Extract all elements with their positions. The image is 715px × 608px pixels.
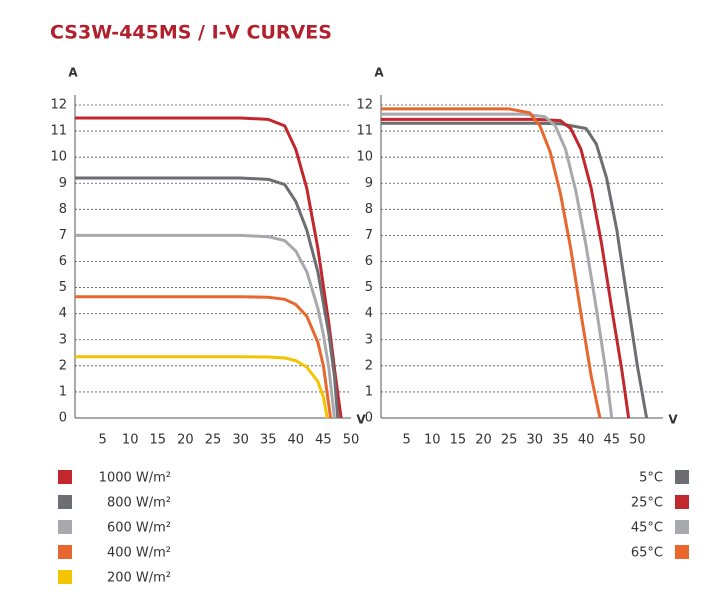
legend-label: 5°C [639,471,663,486]
legend-swatch [58,495,72,509]
legend-swatch [675,470,689,484]
y-tick-label: 7 [365,228,373,243]
iv-curve [381,112,614,419]
legend-label: 200 W/m² [107,571,171,586]
y-tick-label: 2 [365,358,373,373]
x-tick-label: 5 [402,433,410,448]
legend-label: 65°C [631,546,663,561]
y-tick-label: 12 [356,98,373,113]
x-axis-label: V [668,413,678,427]
x-tick-label: 5 [98,433,106,448]
y-tick-label: 1 [59,384,67,399]
iv-curve [381,121,649,419]
y-tick-label: 5 [365,280,373,295]
x-tick-label: 15 [150,433,167,448]
iv-curve [75,176,340,419]
y-tick-label: 5 [59,280,67,295]
x-tick-label: 50 [343,433,360,448]
x-tick-label: 30 [527,433,544,448]
legend-label: 600 W/m² [107,521,171,536]
x-tick-label: 35 [552,433,569,448]
y-tick-label: 4 [59,306,67,321]
y-tick-label: 9 [365,176,373,191]
legend-swatch [58,545,72,559]
x-tick-label: 40 [578,433,595,448]
y-tick-label: 6 [59,254,67,269]
y-tick-label: 9 [59,176,67,191]
y-tick-label: 8 [365,202,373,217]
iv-curve [75,355,329,419]
y-tick-label: 3 [59,332,67,347]
y-tick-label: 8 [59,202,67,217]
chart-title: CS3W-445MS / I-V CURVES [50,22,332,44]
legend-label: 800 W/m² [107,496,171,511]
y-tick-label: 3 [365,332,373,347]
y-tick-label: 1 [365,384,373,399]
x-tick-label: 45 [315,433,332,448]
x-tick-label: 25 [501,433,518,448]
x-tick-label: 50 [629,433,646,448]
y-tick-label: 6 [365,254,373,269]
x-axis-label: V [356,413,366,427]
y-tick-label: 2 [59,358,67,373]
y-tick-label: 11 [356,124,373,139]
y-tick-label: 10 [50,150,67,165]
x-tick-label: 10 [122,433,139,448]
legend-swatch [675,545,689,559]
legend-label: 400 W/m² [107,546,171,561]
iv-curve [75,233,336,419]
legend-label: 45°C [631,521,663,536]
legend-swatch [675,520,689,534]
legend-swatch [58,470,72,484]
y-tick-label: 10 [356,150,373,165]
y-tick-label: 0 [365,411,373,426]
iv-curve [381,107,602,419]
x-tick-label: 25 [205,433,222,448]
iv-curve [75,116,343,419]
y-axis-label: A [374,66,384,80]
legend-swatch [58,520,72,534]
iv-curve [75,295,333,419]
x-tick-label: 20 [177,433,194,448]
x-tick-label: 15 [450,433,467,448]
legend-label: 1000 W/m² [99,471,171,486]
legend-swatch [58,570,72,584]
y-tick-label: 11 [50,124,67,139]
x-tick-label: 40 [288,433,305,448]
y-tick-label: 4 [365,306,373,321]
y-tick-label: 7 [59,228,67,243]
x-tick-label: 45 [603,433,620,448]
x-tick-label: 30 [232,433,249,448]
legend-label: 25°C [631,496,663,511]
x-tick-label: 20 [475,433,492,448]
legend-swatch [675,495,689,509]
y-axis-label: A [68,66,78,80]
x-tick-label: 10 [424,433,441,448]
y-tick-label: 0 [59,411,67,426]
x-tick-label: 35 [260,433,277,448]
y-tick-label: 12 [50,98,67,113]
